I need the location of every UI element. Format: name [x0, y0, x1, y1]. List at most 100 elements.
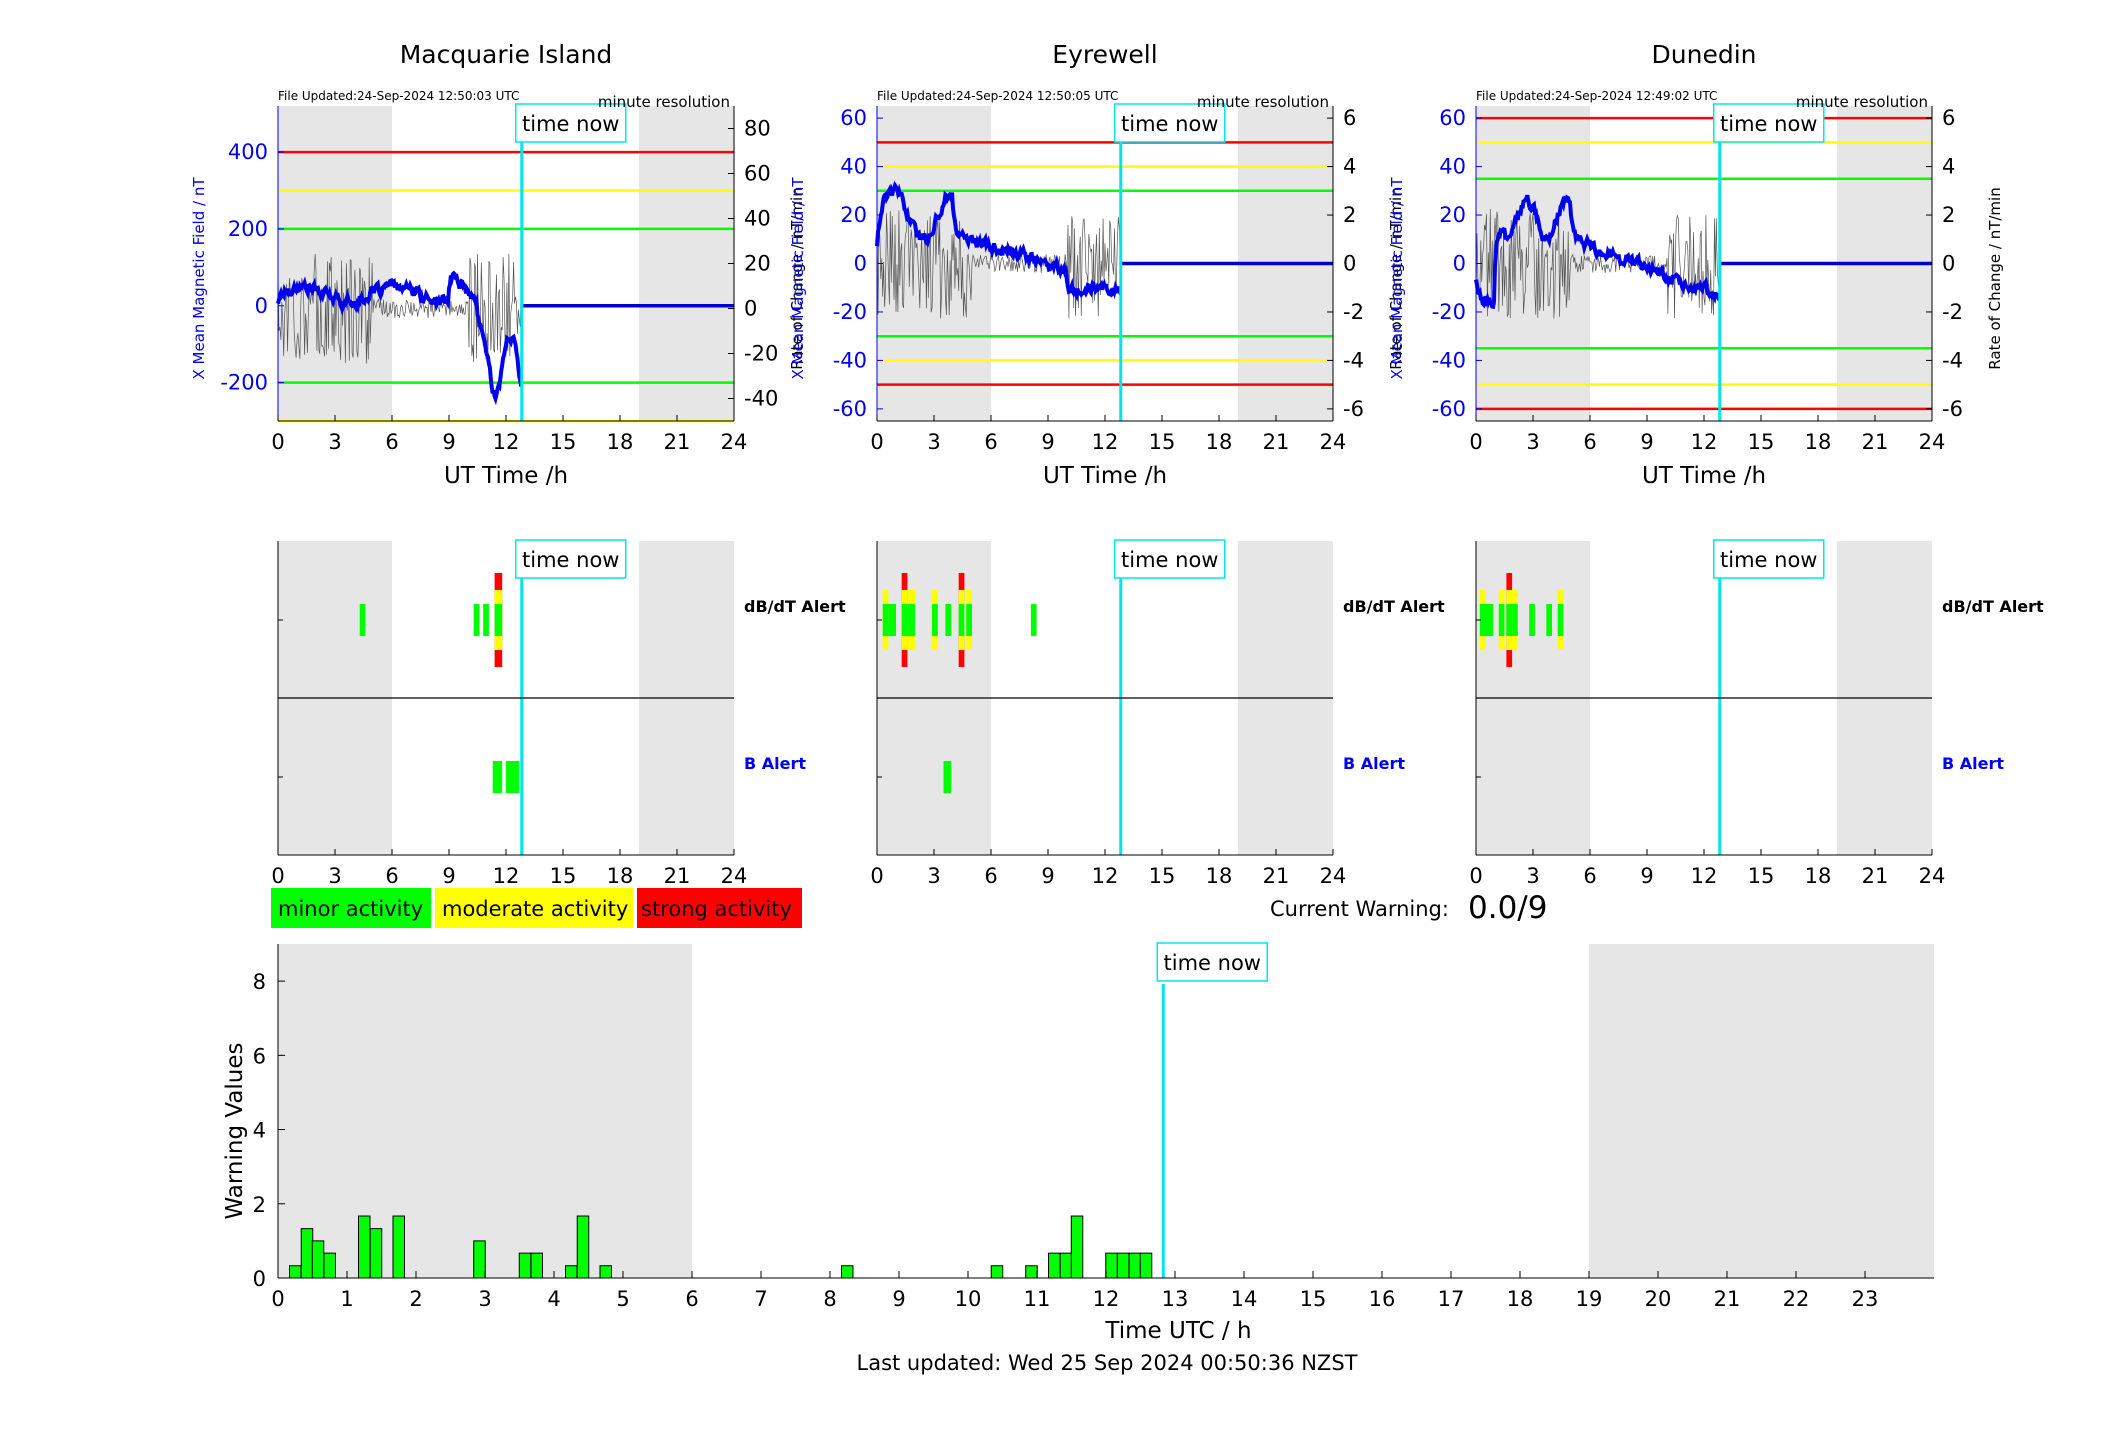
warning-bar	[392, 1215, 406, 1279]
dbdt-alert-mark-minor	[888, 604, 896, 636]
x-tick-label: 18	[607, 430, 634, 454]
x-tick-label: 12	[1093, 1287, 1120, 1311]
x-tick-label: 12	[493, 864, 520, 888]
x-tick-label: 15	[550, 864, 577, 888]
x-tick-label: 21	[1263, 430, 1290, 454]
dbdt-alert-mark-minor	[473, 604, 480, 636]
x-tick-label: 12	[1691, 430, 1718, 454]
time-now-label: time now	[522, 548, 619, 572]
x-tick-label: 18	[1206, 864, 1233, 888]
rate-of-change-trace	[277, 253, 522, 364]
warning-bar	[576, 1215, 590, 1279]
x-tick-label: 24	[721, 864, 748, 888]
night-shading	[877, 106, 991, 421]
dbdt-alert-mark-minor	[958, 604, 965, 636]
legend-strong-swatch	[637, 888, 802, 928]
dbdt-alert-mark-minor	[1529, 604, 1535, 636]
time-now-box	[515, 539, 627, 579]
x-tick-label: 21	[1263, 864, 1290, 888]
y-right-axis-label: Rate of Change / nT/min	[788, 187, 806, 369]
x-tick-label: 9	[442, 430, 455, 454]
warning-bar	[1047, 1252, 1061, 1279]
y-right-tick-label: -2	[1942, 300, 1963, 324]
x-tick-label: 21	[664, 430, 691, 454]
y-left-tick-label: 400	[228, 140, 268, 164]
x-tick-label: 0	[870, 430, 883, 454]
x-tick-label: 21	[664, 864, 691, 888]
y-left-tick-label: 0	[854, 252, 867, 276]
x-tick-label: 0	[1469, 430, 1482, 454]
x-tick-label: 6	[1583, 864, 1596, 888]
b-alert-mark-minor	[943, 761, 952, 793]
x-tick-label: 12	[1691, 864, 1718, 888]
warning-bar	[530, 1252, 544, 1279]
x-tick-label: 15	[550, 430, 577, 454]
file-updated-text: File Updated:24-Sep-2024 12:50:05 UTC	[877, 89, 1118, 103]
y-tick-label: 4	[253, 1119, 266, 1143]
y-left-tick-label: 200	[228, 217, 268, 241]
x-tick-label: 7	[754, 1287, 767, 1311]
x-tick-label: 2	[409, 1287, 422, 1311]
y-right-tick-label: 0	[1942, 252, 1955, 276]
warning-bar	[369, 1228, 383, 1279]
x-tick-label: 17	[1438, 1287, 1465, 1311]
x-tick-label: 6	[685, 1287, 698, 1311]
warning-bar	[1025, 1265, 1038, 1279]
dbdt-alert-mark-minor	[1479, 604, 1486, 636]
x-tick-label: 8	[823, 1287, 836, 1311]
x-tick-label: 11	[1024, 1287, 1051, 1311]
night-shading	[278, 944, 692, 1278]
file-updated-text: File Updated:24-Sep-2024 12:50:03 UTC	[278, 89, 519, 103]
y-right-tick-label: -2	[1343, 300, 1364, 324]
y-left-axis-label: X Mean Magnetic Field / nT	[1388, 177, 1406, 380]
x-tick-label: 9	[1640, 430, 1653, 454]
station-title: Dunedin	[1652, 40, 1757, 69]
last-updated-text: Last updated: Wed 25 Sep 2024 00:50:36 N…	[857, 1351, 1358, 1375]
dbdt-alert-mark-minor	[901, 604, 908, 636]
x-tick-label: 0	[870, 864, 883, 888]
y-left-axis-label: X Mean Magnetic Field / nT	[190, 177, 208, 380]
time-now-label: time now	[522, 112, 619, 136]
warning-bar	[1105, 1252, 1118, 1279]
y-left-tick-label: -20	[1432, 300, 1466, 324]
y-right-tick-label: 80	[744, 117, 771, 141]
x-tick-label: 3	[328, 430, 341, 454]
time-now-label: time now	[1164, 951, 1261, 975]
warning-bar	[990, 1265, 1004, 1279]
x-tick-label: 15	[1300, 1287, 1327, 1311]
current-warning-label: Current Warning:	[1270, 897, 1449, 921]
current-warning: Current Warning: 0.0/9	[1270, 890, 1547, 926]
time-now-box	[1114, 539, 1226, 579]
y-right-tick-label: 4	[1343, 155, 1356, 179]
y-right-tick-label: 2	[1343, 203, 1356, 227]
warning-bar	[564, 1265, 578, 1279]
x-tick-label: 24	[721, 430, 748, 454]
y-left-tick-label: -20	[833, 300, 867, 324]
x-tick-label: 9	[1041, 430, 1054, 454]
x-tick-label: 5	[616, 1287, 629, 1311]
warning-bar	[323, 1252, 337, 1279]
warning-bar	[288, 1265, 302, 1279]
y-left-tick-label: -40	[833, 348, 867, 372]
dbdt-alert-mark-minor	[932, 604, 938, 636]
x-tick-label: 13	[1162, 1287, 1189, 1311]
x-tick-label: 21	[1862, 864, 1889, 888]
legend-moderate-label: moderate activity	[442, 897, 628, 921]
x-tick-label: 15	[1149, 864, 1176, 888]
x-tick-label: 20	[1645, 1287, 1672, 1311]
x-tick-label: 18	[1805, 430, 1832, 454]
y-right-tick-label: 0	[1343, 252, 1356, 276]
x-tick-label: 24	[1320, 430, 1347, 454]
x-tick-label: 6	[385, 430, 398, 454]
time-now-label: time now	[1720, 548, 1817, 572]
y-left-tick-label: 40	[840, 155, 867, 179]
station-title: Macquarie Island	[400, 40, 613, 69]
warning-bar	[311, 1240, 325, 1279]
warning-bar	[840, 1265, 854, 1279]
b-alert-label: B Alert	[1343, 754, 1405, 773]
dbdt-alert-mark-minor	[359, 604, 366, 636]
x-tick-label: 6	[984, 430, 997, 454]
x-tick-label: 21	[1714, 1287, 1741, 1311]
